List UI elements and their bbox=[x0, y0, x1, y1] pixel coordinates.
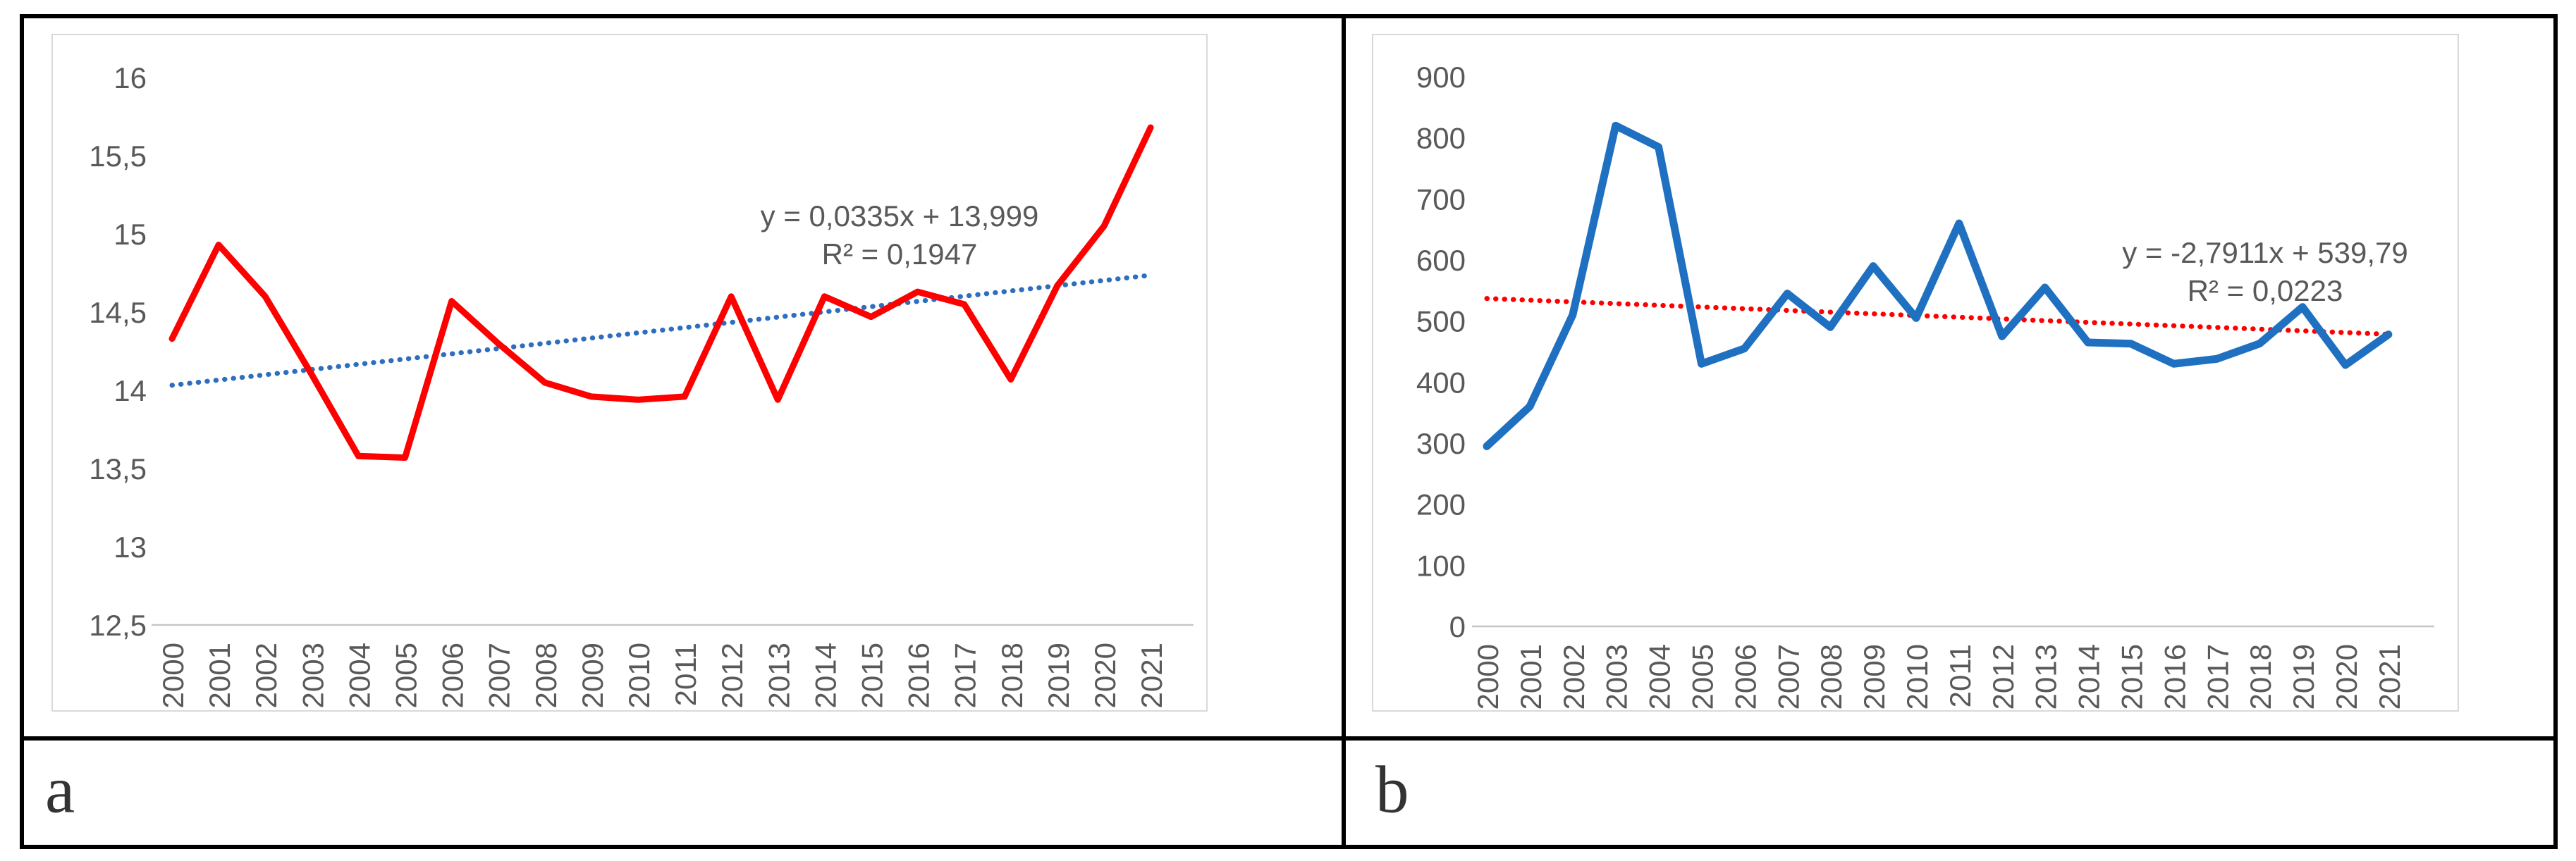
x-tick-label: 2003 bbox=[296, 643, 329, 708]
cell-panel-label-a: a bbox=[24, 741, 1342, 845]
x-tick-label: 2017 bbox=[949, 643, 982, 708]
cell-panel-label-b: b bbox=[1346, 741, 2553, 845]
x-tick-label: 2015 bbox=[856, 643, 889, 708]
table-column-divider bbox=[1342, 18, 1346, 845]
x-tick-label: 2007 bbox=[483, 643, 516, 708]
x-tick-label: 2009 bbox=[1858, 644, 1891, 710]
x-tick-label: 2014 bbox=[2073, 644, 2106, 710]
trendline bbox=[169, 273, 1153, 388]
x-tick-label: 2000 bbox=[157, 643, 190, 708]
chart-b-plot: 0 100 200 300 400 500 600 700 800 900 2000 2001 2002… bbox=[1416, 61, 2434, 710]
y-tick-label: 500 bbox=[1416, 305, 1466, 338]
y-tick-label: 400 bbox=[1416, 366, 1466, 399]
x-tick-label: 2008 bbox=[1815, 644, 1848, 710]
y-tick-label: 700 bbox=[1416, 182, 1466, 216]
y-tick-label: 800 bbox=[1416, 122, 1466, 155]
r-squared-text: R² = 0,1947 bbox=[821, 237, 978, 271]
chart-a: 12,5 13 13,5 14 14,5 15 15,5 16 2000 2001 2002 2003… bbox=[51, 34, 1208, 712]
x-tick-label: 2001 bbox=[203, 643, 236, 708]
y-tick-label: 14 bbox=[114, 374, 147, 407]
x-tick-label: 2016 bbox=[902, 643, 936, 708]
cell-chart-b: 0 100 200 300 400 500 600 700 800 900 2000 2001 2002… bbox=[1346, 18, 2553, 736]
figure-table: 12,5 13 13,5 14 14,5 15 15,5 16 2000 2001 2002 2003… bbox=[20, 14, 2558, 849]
x-tick-label: 2011 bbox=[669, 643, 702, 706]
x-tick-label: 2018 bbox=[995, 643, 1029, 708]
x-tick-label: 2020 bbox=[1088, 643, 1122, 708]
x-tick-label: 2017 bbox=[2201, 644, 2234, 710]
x-tick-label: 2005 bbox=[390, 643, 423, 708]
y-tick-label: 16 bbox=[114, 61, 147, 94]
equation-text: y = -2,7911x + 539,79 bbox=[2122, 236, 2408, 269]
x-tick-label: 2019 bbox=[1042, 643, 1075, 708]
x-tick-label: 2008 bbox=[529, 643, 563, 708]
x-tick-label: 2002 bbox=[1557, 644, 1590, 710]
x-tick-label: 2011 bbox=[1944, 644, 1977, 707]
x-tick-label: 2004 bbox=[343, 643, 376, 708]
x-tick-label: 2002 bbox=[250, 643, 283, 708]
y-tick-label: 13 bbox=[114, 531, 147, 564]
x-tick-label: 2013 bbox=[2030, 644, 2063, 710]
chart-a-trendline-equation: y = 0,0335x + 13,999 R² = 0,1947 bbox=[761, 197, 1039, 273]
x-tick-label: 2013 bbox=[762, 643, 795, 708]
x-tick-label: 2006 bbox=[436, 643, 470, 708]
x-tick-label: 2015 bbox=[2116, 644, 2149, 710]
x-tick-label: 2014 bbox=[809, 643, 842, 708]
y-tick-label: 900 bbox=[1416, 61, 1466, 94]
x-tick-label: 2018 bbox=[2244, 644, 2277, 710]
x-tick-label: 2005 bbox=[1686, 644, 1719, 710]
x-tick-label: 2001 bbox=[1514, 644, 1547, 710]
x-tick-label: 2021 bbox=[1135, 643, 1168, 708]
y-tick-label: 15,5 bbox=[89, 140, 147, 173]
x-tick-label: 2004 bbox=[1643, 644, 1676, 710]
x-tick-label: 2003 bbox=[1600, 644, 1633, 710]
table-row-divider bbox=[24, 736, 2553, 741]
cell-chart-a: 12,5 13 13,5 14 14,5 15 15,5 16 2000 2001 2002 2003… bbox=[24, 18, 1342, 736]
x-tick-label: 2012 bbox=[1987, 644, 2020, 710]
chart-a-plot: 12,5 13 13,5 14 14,5 15 15,5 16 2000 2001 2002 2003… bbox=[89, 61, 1194, 708]
x-tick-label: 2012 bbox=[716, 643, 749, 708]
x-tick-label: 2021 bbox=[2373, 644, 2406, 710]
x-tick-label: 2009 bbox=[576, 643, 609, 708]
series-line bbox=[168, 124, 1154, 461]
y-tick-label: 0 bbox=[1449, 610, 1466, 643]
y-tick-label: 12,5 bbox=[89, 609, 147, 642]
y-tick-label: 15 bbox=[114, 218, 147, 251]
trendline bbox=[1484, 296, 2391, 337]
y-tick-label: 600 bbox=[1416, 244, 1466, 277]
y-tick-label: 300 bbox=[1416, 427, 1466, 460]
x-tick-label: 2007 bbox=[1772, 644, 1805, 710]
y-tick-label: 14,5 bbox=[89, 296, 147, 329]
x-tick-label: 2019 bbox=[2287, 644, 2320, 710]
x-tick-label: 2010 bbox=[622, 643, 656, 708]
x-tick-label: 2016 bbox=[2158, 644, 2191, 710]
panel-label-b: b bbox=[1375, 752, 1409, 827]
chart-b-trendline-equation: y = -2,7911x + 539,79 R² = 0,0223 bbox=[2122, 234, 2408, 310]
x-tick-label: 2000 bbox=[1471, 644, 1504, 710]
chart-b: 0 100 200 300 400 500 600 700 800 900 2000 2001 2002… bbox=[1372, 34, 2459, 712]
x-tick-label: 2010 bbox=[1901, 644, 1934, 710]
x-tick-label: 2020 bbox=[2330, 644, 2363, 710]
equation-text: y = 0,0335x + 13,999 bbox=[760, 199, 1039, 233]
y-tick-label: 13,5 bbox=[89, 452, 147, 485]
r-squared-text: R² = 0,0223 bbox=[2187, 274, 2343, 307]
x-tick-label: 2006 bbox=[1729, 644, 1762, 710]
y-tick-label: 200 bbox=[1416, 488, 1466, 521]
y-tick-label: 100 bbox=[1416, 549, 1466, 582]
panel-label-a: a bbox=[45, 752, 75, 827]
series-line bbox=[1483, 121, 2393, 450]
